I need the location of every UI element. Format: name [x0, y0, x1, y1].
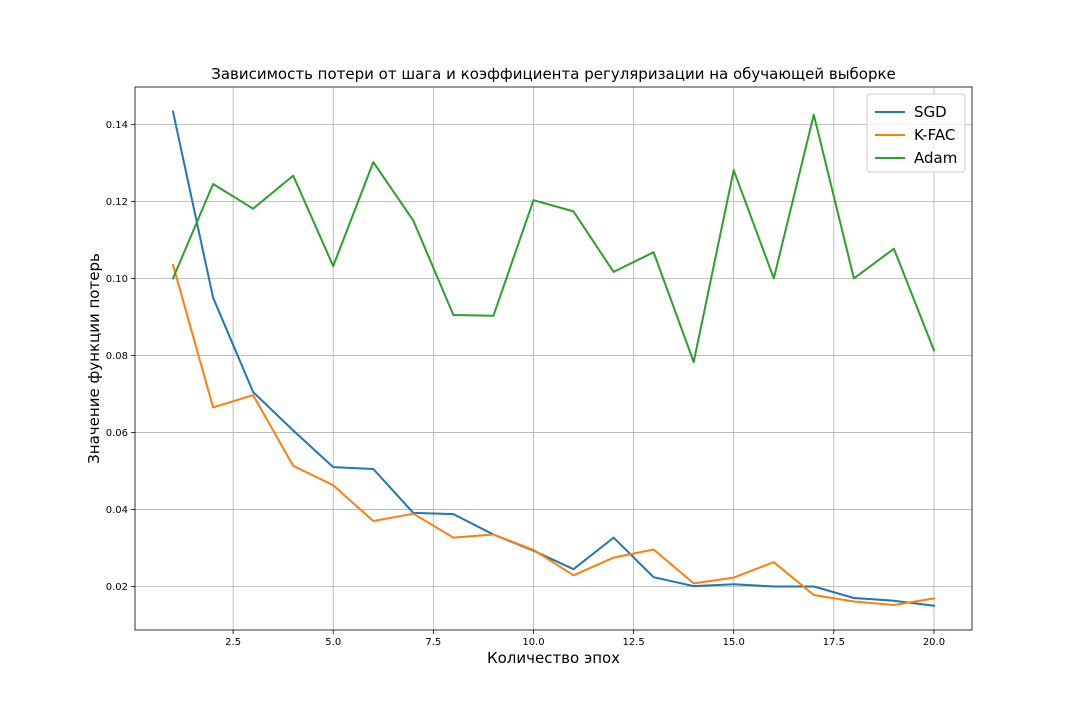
x-axis-label: Количество эпох [487, 649, 620, 667]
series-lines [171, 110, 936, 607]
legend-label: K-FAC [914, 126, 955, 144]
legend-label: Adam [914, 149, 957, 167]
grid [135, 87, 972, 630]
y-axis-label: Значение функции потерь [85, 253, 103, 464]
x-tick-label: 20.0 [923, 637, 945, 648]
y-tick-label: 0.10 [106, 274, 128, 285]
x-tick-label: 2.5 [225, 637, 241, 648]
y-tick-label: 0.08 [106, 351, 128, 362]
legend: SGD K-FAC Adam [866, 93, 966, 173]
y-tick-label: 0.12 [106, 197, 128, 208]
y-tick-label: 0.14 [106, 120, 128, 131]
x-tick-label: 5.0 [325, 637, 341, 648]
chart-title: Зависимость потери от шага и коэффициент… [211, 65, 896, 83]
series-line-sgd [171, 110, 936, 607]
axis-ticks: 2.5 5.0 7.5 10.0 12.5 15.0 17.5 20.0 0.02 0.04 0.0… [106, 120, 945, 648]
plot-area-frame [134, 86, 973, 631]
series-line-k-fac [171, 263, 936, 606]
y-tick-label: 0.04 [106, 505, 128, 516]
x-tick-label: 12.5 [622, 637, 644, 648]
legend-label: SGD [914, 103, 947, 121]
x-tick-label: 17.5 [823, 637, 845, 648]
x-tick-label: 15.0 [723, 637, 745, 648]
y-tick-label: 0.06 [106, 428, 128, 439]
series-line-adam [171, 113, 936, 363]
legend-box [866, 93, 966, 173]
y-tick-label: 0.02 [106, 582, 128, 593]
x-tick-label: 7.5 [425, 637, 441, 648]
x-tick-label: 10.0 [522, 637, 544, 648]
